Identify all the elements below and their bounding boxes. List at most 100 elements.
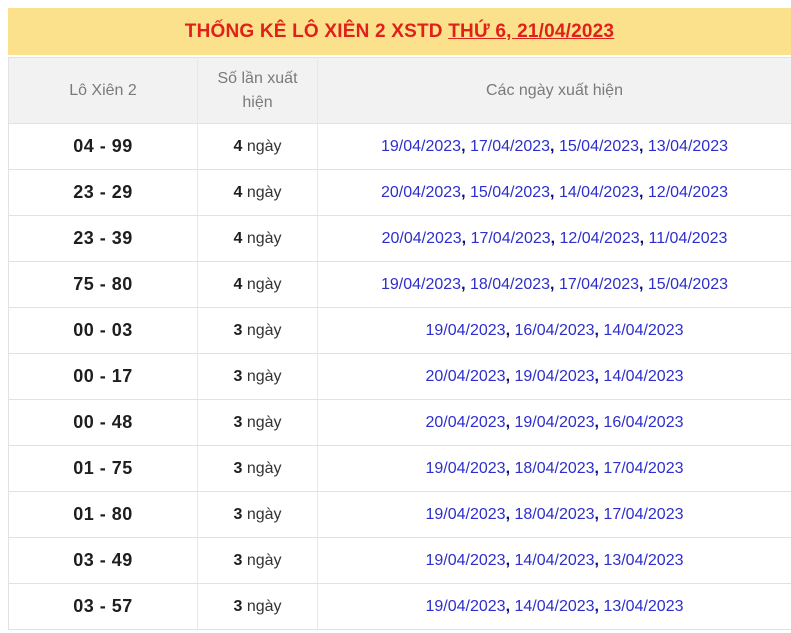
date-link[interactable]: 14/04/2023 [558,183,640,201]
date-separator: , [505,321,515,339]
date-link[interactable]: 11/04/2023 [648,229,728,247]
title-bar: THỐNG KÊ LÔ XIÊN 2 XSTD THỨ 6, 21/04/202… [8,8,791,55]
date-separator: , [505,505,515,523]
date-separator: , [639,137,648,155]
date-link[interactable]: 19/04/2023 [425,505,506,523]
count-unit: ngày [246,551,282,569]
date-separator: , [594,321,604,339]
date-link[interactable]: 15/04/2023 [558,137,640,155]
date-link[interactable]: 20/04/2023 [425,367,506,385]
date-link[interactable]: 16/04/2023 [603,413,684,431]
table-row: 00 - 48 3 ngày 20/04/2023, 19/04/2023, 16/… [8,399,791,446]
date-separator: , [505,413,515,431]
date-link[interactable]: 14/04/2023 [603,367,684,385]
date-link[interactable]: 17/04/2023 [558,275,640,293]
date-link[interactable]: 19/04/2023 [514,367,595,385]
count-value: 4 [233,229,243,247]
table-header-row: Lô Xiên 2 Số lần xuất hiện Các ngày xuất… [8,57,791,124]
count-cell: 3 ngày [197,537,318,584]
count-cell: 3 ngày [197,583,318,630]
date-link[interactable]: 15/04/2023 [647,275,728,293]
dates-cell: 19/04/2023, 14/04/2023, 13/04/2023 [317,537,791,584]
dates-cell: 19/04/2023, 18/04/2023, 17/04/2023 [317,491,791,538]
date-link[interactable]: 20/04/2023 [381,229,462,247]
date-link[interactable]: 19/04/2023 [381,137,462,155]
date-separator: , [639,183,648,201]
date-separator: , [461,183,470,201]
date-link[interactable]: 19/04/2023 [425,321,506,339]
date-link[interactable]: 12/04/2023 [647,183,728,201]
dates-cell: 19/04/2023, 16/04/2023, 14/04/2023 [317,307,791,354]
page-title-date: THỨ 6, 21/04/2023 [448,20,615,42]
date-link[interactable]: 17/04/2023 [470,229,551,247]
count-unit: ngày [246,413,282,431]
date-link[interactable]: 19/04/2023 [381,275,462,293]
date-link[interactable]: 19/04/2023 [425,597,506,615]
count-cell: 4 ngày [197,123,318,170]
pair-cell: 00 - 17 [8,353,198,400]
date-separator: , [461,229,471,247]
count-value: 3 [233,367,243,385]
page-title-main: THỐNG KÊ LÔ XIÊN 2 XSTD [184,20,443,42]
table-row: 04 - 99 4 ngày 19/04/2023, 17/04/2023, 15/… [8,123,791,170]
date-link[interactable]: 18/04/2023 [514,505,595,523]
count-unit: ngày [246,367,282,385]
date-link[interactable]: 19/04/2023 [425,551,506,569]
count-unit: ngày [246,275,282,293]
date-link[interactable]: 20/04/2023 [381,183,462,201]
page-title: THỐNG KÊ LÔ XIÊN 2 XSTD THỨ 6, 21/04/202… [185,21,614,43]
date-separator: , [550,137,559,155]
date-separator: , [639,229,649,247]
count-cell: 3 ngày [197,445,318,492]
date-link[interactable]: 16/04/2023 [514,321,595,339]
date-link[interactable]: 12/04/2023 [559,229,640,247]
column-header-pair: Lô Xiên 2 [8,57,198,124]
dates-cell: 19/04/2023, 18/04/2023, 17/04/2023, 15/0… [317,261,791,308]
dates-cell: 20/04/2023, 19/04/2023, 16/04/2023 [317,399,791,446]
count-unit: ngày [246,137,282,155]
date-link[interactable]: 15/04/2023 [469,183,551,201]
count-value: 3 [233,505,243,523]
table-row: 03 - 49 3 ngày 19/04/2023, 14/04/2023, 13/… [8,537,791,584]
statistics-table: Lô Xiên 2 Số lần xuất hiện Các ngày xuất… [8,57,791,630]
date-link[interactable]: 19/04/2023 [514,413,595,431]
count-cell: 3 ngày [197,399,318,446]
count-unit: ngày [246,459,282,477]
date-link[interactable]: 17/04/2023 [469,137,551,155]
date-link[interactable]: 18/04/2023 [469,275,551,293]
pair-cell: 04 - 99 [8,123,198,170]
table-header: Lô Xiên 2 Số lần xuất hiện Các ngày xuất… [8,57,791,124]
date-separator: , [550,275,559,293]
pair-cell: 75 - 80 [8,261,198,308]
stats-panel: THỐNG KÊ LÔ XIÊN 2 XSTD THỨ 6, 21/04/202… [8,8,791,630]
date-link[interactable]: 14/04/2023 [514,551,595,569]
table-row: 01 - 75 3 ngày 19/04/2023, 18/04/2023, 17/… [8,445,791,492]
date-link[interactable]: 14/04/2023 [514,597,595,615]
date-link[interactable]: 13/04/2023 [647,137,728,155]
count-unit: ngày [246,183,282,201]
dates-cell: 20/04/2023, 17/04/2023, 12/04/2023, 11/0… [317,215,791,262]
date-link[interactable]: 17/04/2023 [603,505,684,523]
date-link[interactable]: 17/04/2023 [603,459,684,477]
date-link[interactable]: 18/04/2023 [514,459,595,477]
date-separator: , [594,597,604,615]
date-link[interactable]: 19/04/2023 [425,459,506,477]
count-cell: 3 ngày [197,307,318,354]
count-value: 4 [233,183,243,201]
count-unit: ngày [246,597,282,615]
table-row: 23 - 29 4 ngày 20/04/2023, 15/04/2023, 14/… [8,169,791,216]
count-cell: 3 ngày [197,491,318,538]
date-separator: , [594,505,604,523]
date-link[interactable]: 13/04/2023 [603,551,684,569]
table-row: 00 - 17 3 ngày 20/04/2023, 19/04/2023, 14/… [8,353,791,400]
pair-cell: 01 - 80 [8,491,198,538]
date-link[interactable]: 13/04/2023 [603,597,684,615]
count-value: 3 [233,459,243,477]
column-header-dates: Các ngày xuất hiện [317,57,791,124]
pair-cell: 00 - 03 [8,307,198,354]
date-link[interactable]: 20/04/2023 [425,413,506,431]
dates-cell: 20/04/2023, 15/04/2023, 14/04/2023, 12/0… [317,169,791,216]
date-link[interactable]: 14/04/2023 [603,321,684,339]
date-separator: , [550,229,560,247]
date-separator: , [461,275,470,293]
